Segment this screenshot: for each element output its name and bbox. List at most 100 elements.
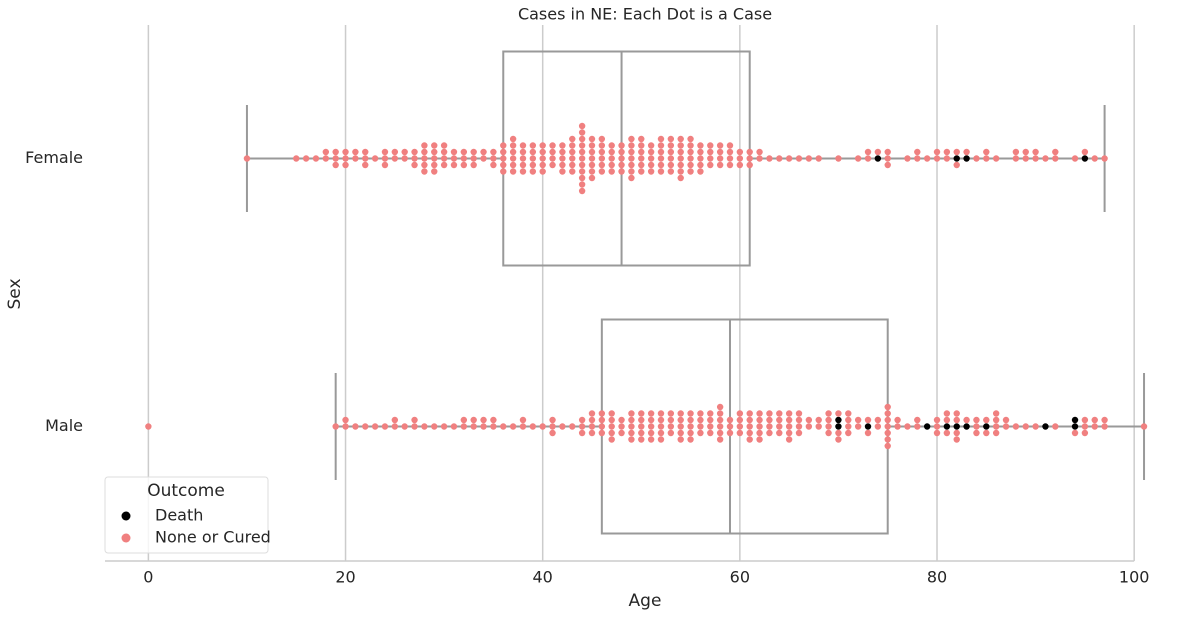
case-dot — [707, 410, 714, 417]
case-dot — [509, 142, 517, 149]
case-dot — [726, 416, 734, 424]
case-dot — [598, 429, 606, 437]
case-dot — [559, 142, 566, 149]
case-dot — [598, 416, 606, 424]
case-dot — [559, 161, 566, 169]
case-dot — [776, 416, 783, 424]
case-dot — [904, 155, 911, 162]
case-dot — [716, 161, 724, 169]
case-dot — [687, 416, 694, 424]
case-dot — [992, 423, 1000, 430]
case-dot — [549, 416, 556, 424]
case-dot — [598, 168, 606, 175]
case-dot — [647, 423, 655, 430]
case-dot — [933, 148, 941, 156]
case-dot — [914, 423, 921, 430]
case-dot — [1012, 155, 1020, 162]
case-dot — [440, 148, 448, 156]
case-dot — [500, 423, 507, 430]
case-dot — [460, 155, 468, 162]
case-dot — [1081, 416, 1089, 424]
case-dot — [785, 155, 793, 162]
case-dot — [845, 410, 852, 417]
case-dot — [707, 142, 714, 149]
case-dot — [667, 168, 675, 175]
case-dot — [588, 429, 596, 437]
case-dot — [588, 174, 596, 182]
case-dot — [460, 148, 468, 156]
case-dot — [963, 148, 970, 156]
case-dot — [371, 423, 379, 430]
case-dot — [519, 155, 527, 162]
case-dot — [746, 423, 753, 430]
case-dot — [421, 142, 428, 149]
case-dot — [638, 436, 645, 443]
case-dot — [746, 416, 753, 424]
case-dot — [726, 142, 734, 149]
case-dot — [421, 161, 428, 169]
case-dot — [470, 423, 477, 430]
case-dot — [293, 155, 300, 162]
case-dot — [332, 148, 339, 156]
case-dot — [618, 423, 625, 430]
case-dot — [697, 416, 704, 424]
case-dot — [914, 416, 921, 424]
case-dot — [894, 423, 901, 430]
case-dot — [687, 410, 694, 417]
case-dot — [352, 423, 359, 430]
case-dot — [588, 148, 596, 156]
case-dot — [943, 410, 951, 417]
case-dot — [736, 416, 744, 424]
case-dot — [598, 161, 606, 169]
case-dot — [647, 148, 655, 156]
case-dot — [509, 155, 517, 162]
case-dot — [431, 148, 438, 156]
case-dot — [588, 423, 596, 430]
case-dot — [578, 429, 586, 437]
case-dot — [795, 416, 803, 424]
case-dot — [963, 416, 970, 424]
case-dot — [697, 142, 704, 149]
case-dot — [381, 155, 389, 162]
case-dot — [628, 410, 635, 417]
case-dot — [1101, 416, 1108, 424]
case-dot — [529, 423, 537, 430]
case-dot — [805, 416, 813, 424]
case-dot — [677, 161, 684, 169]
case-dot — [707, 155, 714, 162]
case-dot — [1101, 155, 1108, 162]
case-dot — [500, 142, 507, 149]
case-dot — [667, 142, 675, 149]
x-axis-label: Age — [629, 591, 662, 611]
case-dot — [608, 410, 615, 417]
case-dot — [509, 148, 517, 156]
case-dot — [647, 142, 655, 149]
case-dot — [953, 161, 960, 169]
case-dot — [953, 155, 960, 162]
case-dot — [569, 423, 576, 430]
case-dot — [785, 416, 793, 424]
case-dot — [1032, 423, 1039, 430]
case-dot — [687, 155, 694, 162]
chart-title: Cases in NE: Each Dot is a Case — [518, 5, 772, 24]
case-dot — [440, 161, 448, 169]
case-dot — [391, 155, 399, 162]
case-dot — [1081, 155, 1089, 162]
case-dot — [677, 174, 684, 182]
case-dot — [756, 410, 763, 417]
case-dot — [677, 429, 684, 437]
case-dot — [578, 142, 586, 149]
case-dot — [509, 135, 517, 143]
case-dot — [628, 174, 635, 182]
case-dot — [618, 155, 625, 162]
case-dot — [628, 168, 635, 175]
case-dot — [549, 161, 556, 169]
case-dot — [647, 416, 655, 424]
case-dot — [559, 168, 566, 175]
y-tick-label: Male — [45, 416, 83, 435]
case-dot — [638, 416, 645, 424]
case-dot — [805, 423, 813, 430]
case-dot — [569, 161, 576, 169]
case-dot — [608, 429, 615, 437]
case-dot — [431, 423, 438, 430]
